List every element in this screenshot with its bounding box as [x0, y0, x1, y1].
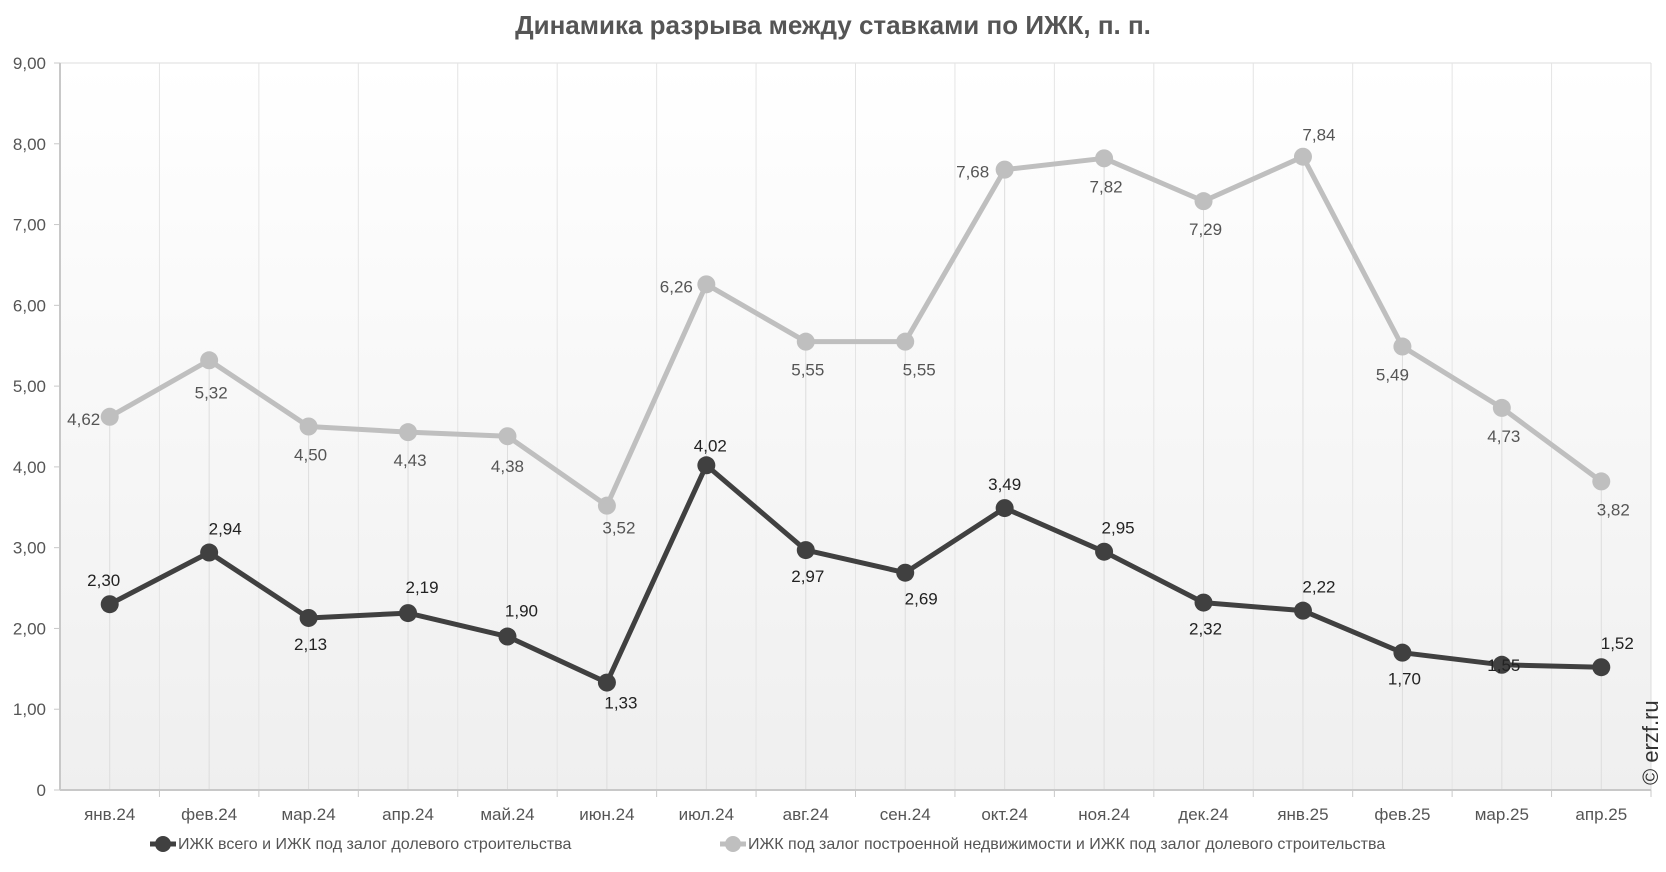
y-tick-label: 7,00 — [13, 216, 46, 235]
watermark: © erzf.ru — [1638, 700, 1663, 785]
data-label: 5,49 — [1376, 366, 1409, 385]
y-tick-label: 0 — [37, 781, 46, 800]
y-tick-label: 1,00 — [13, 700, 46, 719]
data-point — [100, 595, 119, 614]
x-tick-label: мар.25 — [1475, 805, 1529, 824]
data-label: 1,90 — [505, 602, 538, 621]
data-label: 4,02 — [694, 436, 727, 455]
data-point — [896, 563, 915, 582]
data-point — [200, 543, 219, 562]
data-label: 4,62 — [67, 410, 100, 429]
y-tick-label: 6,00 — [13, 296, 46, 315]
data-point — [1492, 398, 1511, 417]
x-tick-label: дек.24 — [1178, 805, 1228, 824]
data-point — [796, 332, 815, 351]
x-tick-label: июл.24 — [679, 805, 734, 824]
data-point — [1393, 643, 1412, 662]
y-tick-label: 2,00 — [13, 619, 46, 638]
y-tick-label: 3,00 — [13, 539, 46, 558]
data-label: 2,97 — [791, 567, 824, 586]
data-label: 3,49 — [988, 475, 1021, 494]
legend-marker — [155, 836, 171, 852]
data-label: 7,29 — [1189, 220, 1222, 239]
data-label: 4,43 — [393, 451, 426, 470]
data-point — [1492, 655, 1511, 674]
data-label: 5,32 — [195, 383, 228, 402]
data-point — [1095, 542, 1114, 561]
data-label: 1,33 — [604, 694, 637, 713]
data-label: 2,95 — [1102, 519, 1135, 538]
data-point — [697, 275, 716, 294]
x-tick-label: май.24 — [480, 805, 534, 824]
data-label: 6,26 — [660, 277, 693, 296]
data-label: 2,13 — [294, 635, 327, 654]
data-point — [597, 496, 616, 515]
data-label: 1,52 — [1601, 634, 1634, 653]
y-tick-label: 4,00 — [13, 458, 46, 477]
series-line-1 — [108, 154, 1603, 509]
x-tick-label: фев.25 — [1374, 805, 1430, 824]
data-point — [1592, 658, 1611, 677]
data-point — [399, 604, 418, 623]
y-tick-label: 9,00 — [13, 54, 46, 73]
legend-marker — [725, 836, 741, 852]
data-label: 2,30 — [87, 571, 120, 590]
series-line-0 — [108, 462, 1602, 686]
chart-title: Динамика разрыва между ставками по ИЖК, … — [515, 10, 1151, 40]
legend-label: ИЖК всего и ИЖК под залог долевого строи… — [178, 836, 571, 853]
data-label: 3,52 — [602, 519, 635, 538]
data-point — [697, 456, 716, 475]
data-label: 1,70 — [1388, 670, 1421, 689]
data-label: 4,50 — [294, 446, 327, 465]
x-tick-label: июн.24 — [579, 805, 634, 824]
data-point — [796, 541, 815, 560]
data-label: 2,94 — [209, 520, 242, 539]
data-point — [1393, 337, 1412, 356]
data-point — [399, 423, 418, 442]
data-point — [1194, 593, 1213, 612]
data-point — [995, 160, 1014, 179]
data-label: 2,22 — [1302, 578, 1335, 597]
data-label: 4,73 — [1487, 427, 1520, 446]
data-point — [1293, 147, 1312, 166]
data-point — [896, 332, 915, 351]
data-point — [1592, 472, 1611, 491]
y-tick-label: 8,00 — [13, 135, 46, 154]
x-tick-label: янв.24 — [84, 805, 135, 824]
data-point — [1095, 149, 1114, 168]
data-point — [299, 608, 318, 627]
data-point — [995, 499, 1014, 518]
y-tick-label: 5,00 — [13, 377, 46, 396]
x-tick-label: фев.24 — [181, 805, 237, 824]
x-tick-label: янв.25 — [1277, 805, 1328, 824]
x-tick-label: мар.24 — [281, 805, 335, 824]
data-label: 4,38 — [491, 457, 524, 476]
data-label: 7,82 — [1090, 177, 1123, 196]
data-label: 2,69 — [905, 590, 938, 609]
data-point — [1194, 192, 1213, 211]
data-point — [498, 627, 517, 646]
data-label: 7,84 — [1302, 126, 1335, 145]
x-tick-label: авг.24 — [783, 805, 829, 824]
data-label: 1,55 — [1487, 656, 1520, 675]
x-tick-label: апр.25 — [1575, 805, 1627, 824]
data-label: 5,55 — [791, 361, 824, 380]
data-point — [100, 407, 119, 426]
data-label: 3,82 — [1597, 500, 1630, 519]
data-point — [498, 427, 517, 446]
x-tick-label: апр.24 — [382, 805, 434, 824]
data-label: 2,19 — [405, 578, 438, 597]
x-tick-label: сен.24 — [880, 805, 931, 824]
data-point — [1293, 601, 1312, 620]
data-point — [200, 351, 219, 370]
data-label: 2,32 — [1189, 620, 1222, 639]
legend-label: ИЖК под залог построенной недвижимости и… — [748, 836, 1385, 853]
data-label: 7,68 — [956, 163, 989, 182]
x-tick-label: окт.24 — [981, 805, 1028, 824]
x-tick-label: ноя.24 — [1078, 805, 1130, 824]
data-label: 5,55 — [903, 361, 936, 380]
data-point — [299, 417, 318, 436]
data-point — [597, 673, 616, 692]
